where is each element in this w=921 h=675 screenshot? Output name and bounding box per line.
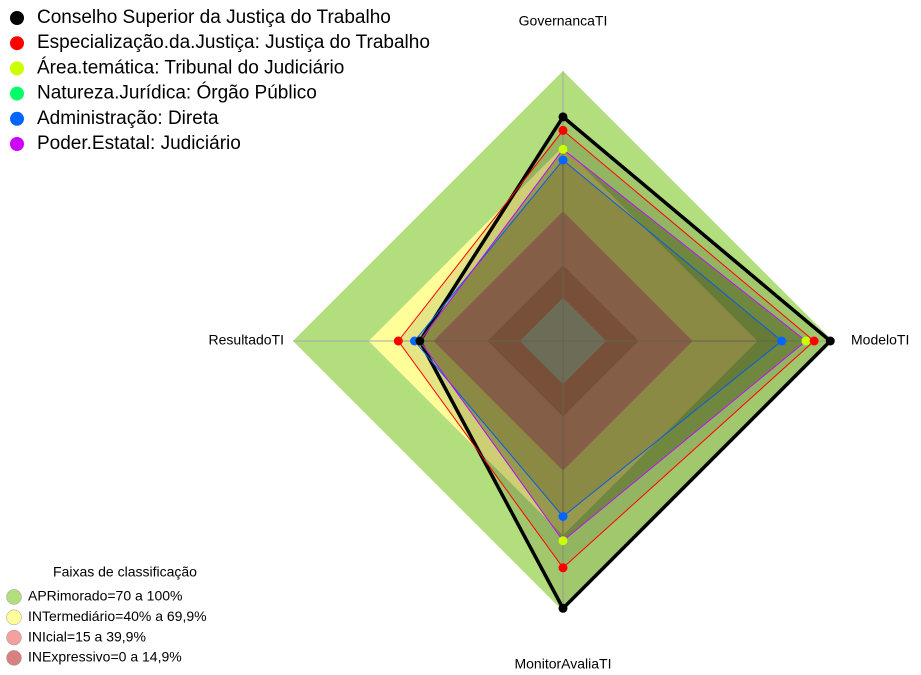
legend-text: Administração: Direta	[37, 108, 219, 129]
series-point	[809, 336, 819, 346]
legend-marker	[10, 137, 24, 151]
series-point	[558, 144, 568, 154]
legend-text: Especialização.da.Justiça: Justiça do Tr…	[37, 32, 430, 53]
series-point	[558, 512, 568, 521]
band-legend-text: INExpressivo=0 a 14,9%	[28, 649, 182, 665]
band-legend-text: INIcial=15 a 39,9%	[28, 628, 146, 644]
legend-marker	[10, 61, 24, 76]
legend-text: Área.temática: Tribunal do Judiciário	[37, 57, 344, 78]
series-point	[558, 603, 568, 613]
legend-marker	[10, 11, 24, 25]
series-point	[558, 112, 568, 122]
series-point	[825, 336, 835, 346]
band-legend-text: APRimorado=70 a 100%	[28, 588, 183, 604]
series-point	[777, 336, 787, 346]
legend-text: Poder.Estatal: Judiciário	[37, 133, 241, 154]
legend-marker	[10, 111, 24, 126]
legend-text: Natureza.Jurídica: Órgão Público	[37, 82, 317, 104]
legend-marker	[10, 36, 24, 51]
band-legend-text: INTermediário=40% a 69,9%	[28, 608, 207, 624]
axis-label: ModeloTI	[851, 332, 909, 348]
axis-label: MonitorAvaliaTI	[514, 656, 611, 672]
series-point	[393, 336, 403, 346]
series-point	[415, 336, 425, 346]
band-legend-marker	[6, 629, 22, 646]
series-point	[558, 536, 568, 546]
series-point	[558, 155, 568, 165]
series-point	[558, 563, 568, 573]
band-legend-marker	[6, 589, 22, 605]
band-legend-marker	[6, 650, 22, 666]
legend-text: Conselho Superior da Justiça do Trabalho	[37, 7, 391, 28]
legend-marker	[10, 86, 24, 101]
axis-label: ResultadoTI	[209, 332, 284, 348]
band-legend-marker	[6, 609, 22, 626]
series-point	[558, 125, 568, 135]
axis-label: GovernancaTI	[519, 13, 608, 29]
series-point	[801, 336, 811, 346]
bands-title: Faixas de classificação	[53, 564, 197, 580]
